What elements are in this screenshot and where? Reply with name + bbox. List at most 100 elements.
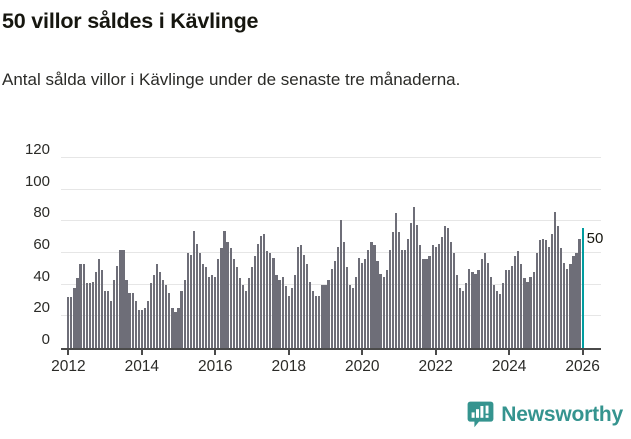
bar [477,270,480,348]
bar [361,262,364,348]
bar [498,294,502,348]
bar [566,268,569,348]
x-axis-tick-label: 2016 [198,358,233,375]
page-subtitle: Antal sålda villor i Kävlinge under de s… [2,70,461,89]
bar [241,284,244,348]
x-axis-tick [140,348,143,355]
bar-highlighted [581,227,584,348]
bar [183,279,186,348]
bar [226,241,229,348]
bar [76,278,79,348]
bar [137,310,140,348]
bar [547,246,551,348]
newsworthy-logo[interactable]: Newsworthy [467,401,623,428]
bar [296,246,300,348]
bar [217,259,220,348]
bar [177,308,180,348]
bar [388,249,391,348]
logo-wordmark: Newsworthy [501,403,623,426]
y-axis-tick-label: 100 [24,172,50,190]
bar [397,232,401,348]
bar [321,284,324,348]
bar [244,291,247,348]
y-axis-tick-label: 60 [33,236,50,253]
bar [544,240,547,348]
bar [171,308,174,348]
bar [198,253,202,348]
x-axis-line [61,348,601,350]
bar [201,264,205,348]
bar [85,283,88,348]
x-axis-tick-label: 2018 [271,358,306,375]
bar [342,241,345,348]
bar [382,276,385,348]
bar [483,253,486,348]
bar [471,272,474,348]
x-axis-tick [581,348,584,355]
bar [394,213,397,348]
bar [214,276,217,348]
bar [468,268,471,348]
bar [529,276,532,348]
bar [462,291,465,348]
x-axis-tick-label: 2024 [491,358,527,375]
bar [348,284,352,348]
bar [324,284,327,348]
x-axis-tick [508,348,511,355]
bar [275,275,278,348]
bar [122,249,125,348]
bar [465,283,468,348]
bar [100,270,104,348]
bar [385,270,388,348]
bar [403,249,407,348]
bar [94,272,97,348]
bar [358,257,361,348]
bar [205,267,208,348]
bar [208,276,211,348]
bar [520,264,523,348]
x-axis-tick-label: 2022 [418,358,453,375]
x-axis-tick [361,348,364,355]
bar-chart-speech-bubble-icon [467,401,494,428]
bar [299,245,303,348]
page-title: 50 villor såldes i Kävlinge [2,9,259,33]
bar [88,283,91,348]
bar [156,264,159,348]
bar [211,275,214,348]
bar [180,291,183,348]
bar [339,219,342,348]
bar [82,264,85,348]
bar [189,254,192,348]
bar [511,265,514,348]
bar [306,264,309,348]
bar [67,297,70,348]
bar [79,264,82,348]
bar [459,287,462,348]
gridline [61,188,601,190]
bar-chart: 0 20 40 60 80 100 120 2012 2014 2016 2018 2020 2022… [0,141,631,388]
bar [287,295,290,348]
bar [318,295,321,348]
bar [119,249,122,348]
bar [257,243,260,348]
bar [345,267,348,348]
bar [103,291,107,348]
bar [440,237,443,348]
bar-series [61,158,601,348]
bar [422,259,425,348]
bar [315,295,318,348]
bar [379,273,382,348]
bar [250,267,254,348]
x-axis-tick [434,348,437,355]
bar [290,287,293,348]
bar [489,276,492,348]
bar [578,238,581,348]
bar [333,260,336,348]
bar [223,230,226,348]
bar [159,272,162,348]
x-axis-tick [214,348,217,355]
bar [449,241,453,348]
bar [125,279,128,348]
bar [505,270,508,348]
bar [107,291,110,348]
